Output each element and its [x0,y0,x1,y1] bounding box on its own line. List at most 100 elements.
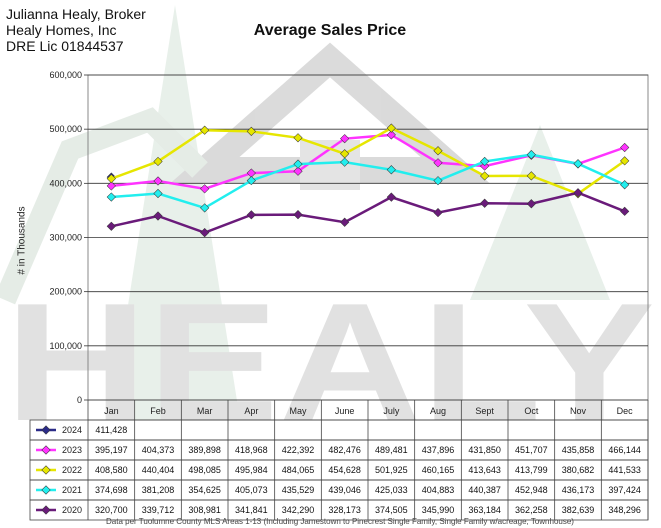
x-tick-label: Oct [524,406,539,416]
legend-marker-2022 [41,465,51,475]
data-point-2020 [106,221,116,231]
data-label: 441,533 [608,465,641,475]
data-point-2023 [106,181,116,191]
data-point-2021 [526,150,536,160]
data-label: 418,968 [235,445,268,455]
data-label: 389,898 [188,445,221,455]
data-label: 342,290 [282,505,315,515]
data-label: 413,799 [515,465,548,475]
data-label: 411,428 [95,425,127,435]
data-label: 440,404 [142,465,175,475]
data-point-2022 [340,149,350,159]
watermark-swoosh [0,107,208,305]
data-point-2021 [620,180,630,190]
data-label: 482,476 [328,445,361,455]
data-label: 405,073 [235,485,268,495]
series-line-2021 [111,153,626,210]
data-label: 431,850 [468,445,501,455]
x-tick-label: Dec [617,406,634,416]
y-tick-label: 100,000 [49,341,82,351]
data-label: 363,184 [468,505,501,515]
series-line-2022 [110,126,626,196]
data-point-2020 [153,211,163,221]
data-label: 435,529 [282,485,315,495]
y-tick-label: 500,000 [49,124,82,134]
data-label: 489,481 [375,445,408,455]
data-label: 374,505 [375,505,408,515]
data-label: 436,173 [562,485,595,495]
data-label: 437,896 [422,445,455,455]
y-axis-label: # in Thousands [16,206,28,275]
data-point-2022 [386,123,396,133]
data-label: 404,883 [422,485,455,495]
data-label: 381,208 [142,485,175,495]
data-label: 397,424 [608,485,641,495]
x-tick-label: Sept [475,406,494,416]
x-tick-label: June [335,406,355,416]
legend-marker-2021 [41,485,51,495]
data-label: 451,707 [515,445,548,455]
legend-label: 2020 [62,505,82,515]
watermark-text: HEALY [5,268,655,456]
data-point-2022 [246,126,256,136]
data-label: 328,173 [328,505,361,515]
data-point-2023 [200,184,210,194]
data-label: 501,925 [375,465,408,475]
broker-name: Julianna Healy, Broker [6,6,146,22]
data-point-2020 [386,192,396,202]
data-point-2022 [433,146,443,156]
data-point-2021 [433,176,443,186]
data-label: 422,392 [282,445,315,455]
chart-title: Average Sales Price [253,22,407,39]
x-tick-label: Nov [570,406,587,416]
data-point-2020 [480,198,490,208]
y-tick-label: 200,000 [49,287,82,297]
data-label: 435,858 [562,445,595,455]
data-label: 374,698 [95,485,128,495]
data-point-2022 [480,171,490,181]
data-label: 362,258 [515,505,548,515]
x-tick-label: July [383,406,400,416]
x-tick-label: Jan [104,406,119,416]
data-label: 408,580 [95,465,128,475]
data-label: 380,682 [562,465,595,475]
data-label: 460,165 [422,465,455,475]
data-point-2020 [620,206,630,216]
data-label: 395,197 [95,445,128,455]
data-point-2020 [200,228,210,238]
data-point-2020 [293,209,303,220]
data-point-2022 [200,125,210,135]
data-point-2022 [106,174,116,184]
data-point-2020 [340,217,350,227]
data-point-2023 [153,176,163,186]
x-tick-label: Aug [430,406,446,416]
data-label: 425,033 [375,485,408,495]
data-point-2021 [200,203,210,213]
y-tick-label: 300,000 [49,233,82,243]
x-tick-label: Feb [150,406,166,416]
data-point-2022 [153,156,163,167]
data-label: 404,373 [142,445,175,455]
legend-marker-2023 [41,445,51,455]
data-label: 341,841 [235,505,268,515]
watermark-tree-left [110,5,240,420]
legend-marker-2020 [41,505,51,515]
data-point-2023 [386,130,396,140]
y-tick-label: 600,000 [49,70,82,80]
data-source-note: Data per Tuolumne County MLS Areas 1-13 … [106,517,574,526]
data-label: 498,085 [188,465,221,475]
x-tick-label: May [289,406,307,416]
data-point-2023 [293,166,303,176]
data-label: 413,643 [468,465,501,475]
table-row [29,499,649,521]
legend-label: 2022 [62,465,82,475]
license-number: DRE Lic 01844537 [6,38,124,54]
data-point-2022 [526,171,536,181]
data-point-2023 [246,168,256,178]
data-label: 382,639 [562,505,595,515]
data-point-2021 [106,192,116,202]
data-point-2020 [573,188,583,198]
data-label: 452,948 [515,485,548,495]
